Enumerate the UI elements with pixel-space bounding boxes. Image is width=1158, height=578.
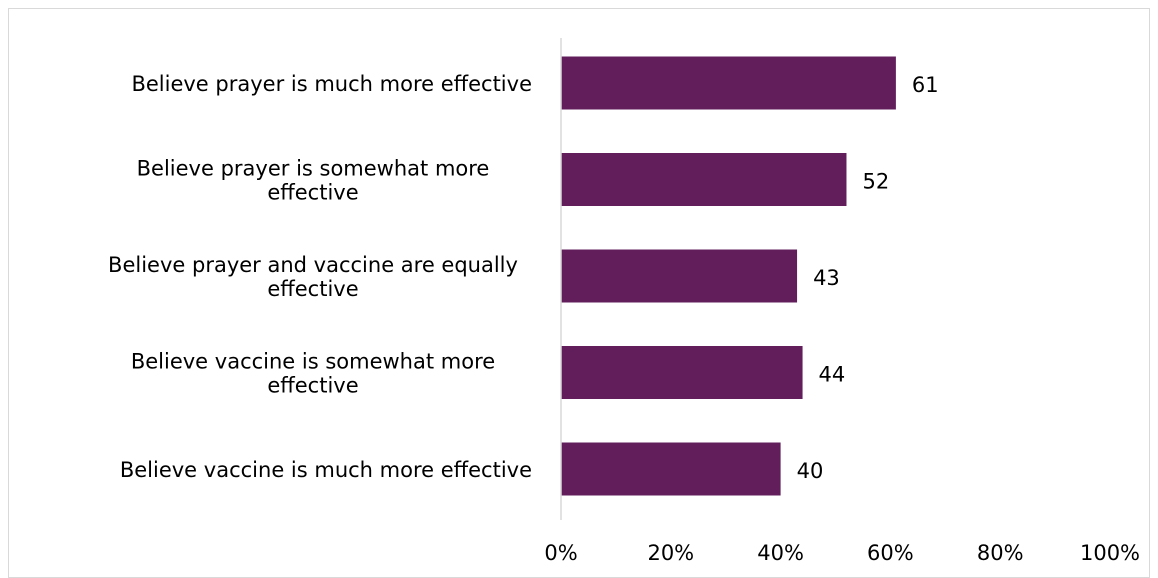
data-label-1: 61 [912,73,939,97]
x-tick-label-80: 80% [977,541,1024,565]
category-label-4-line-1: Believe vaccine is somewhat more [131,350,495,374]
bar-3 [561,249,798,303]
data-label-4: 44 [819,363,846,387]
x-tick-label-40: 40% [757,541,804,565]
data-label-3: 43 [813,266,840,290]
bar-5 [561,442,781,496]
data-label-2: 52 [862,170,889,194]
category-label-2-line-2: effective [267,181,358,205]
x-tick-label-20: 20% [647,541,694,565]
category-label-5: Believe vaccine is much more effective [120,458,532,482]
bar-1 [561,56,896,110]
category-label-3-line-1: Believe prayer and vaccine are equally [108,253,518,277]
bar-2 [561,153,847,206]
category-label-2-line-1: Believe prayer is somewhat more [137,157,490,181]
bar-4 [561,346,803,399]
category-label-1: Believe prayer is much more effective [131,72,532,96]
x-tick-label-60: 60% [867,541,914,565]
x-tick-label-100: 100% [1080,541,1140,565]
category-label-3-line-2: effective [267,277,358,301]
category-label-4-line-2: effective [267,374,358,398]
x-tick-label-0: 0% [544,541,577,565]
data-label-5: 40 [797,459,824,483]
